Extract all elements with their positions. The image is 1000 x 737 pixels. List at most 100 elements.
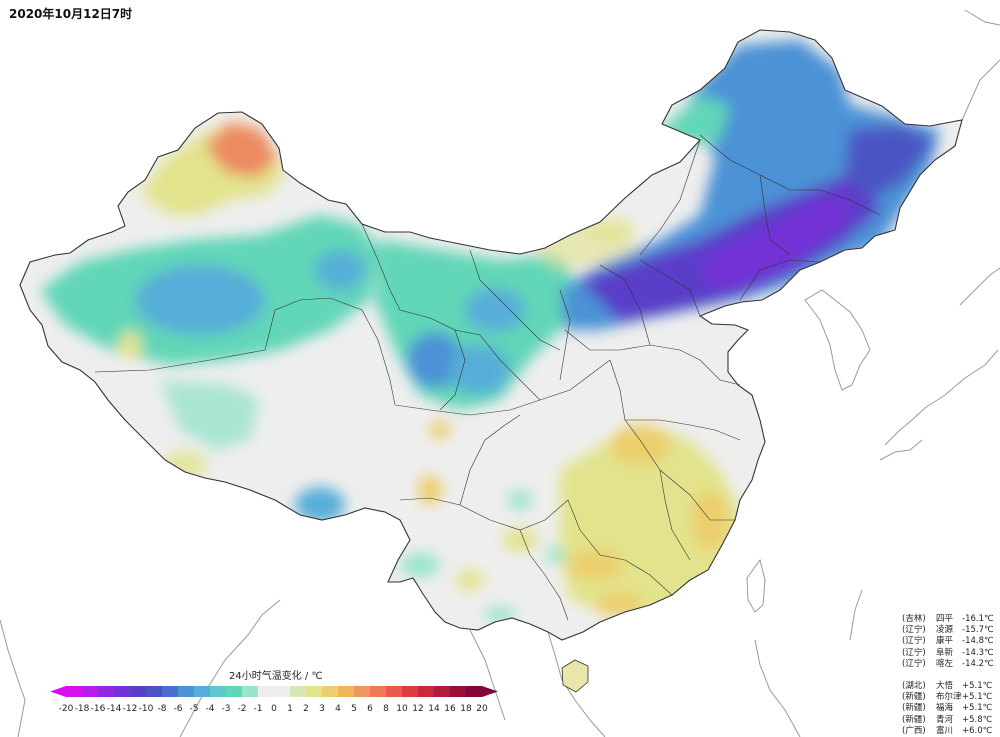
legend-tick-label: -20 [59, 704, 74, 714]
heilongjiang-south [699, 134, 881, 216]
station-name: 喀左 [936, 658, 954, 669]
island-chain [849, 589, 863, 641]
station-value: -14.8℃ [962, 636, 994, 647]
legend-swatch [418, 686, 435, 697]
legend-swatch [354, 686, 371, 697]
legend-tick-label: 1 [287, 704, 293, 714]
station-value: +5.1℃ [962, 681, 993, 692]
station-name: 凌源 [936, 625, 954, 636]
legend-tick-label: -14 [107, 704, 122, 714]
station-province: (吉林) [902, 614, 926, 624]
legend-tick-label: 12 [412, 704, 423, 714]
japan-coast [884, 349, 999, 446]
taiwan-outline [746, 558, 766, 613]
legend-swatch [194, 686, 211, 697]
legend-swatch [466, 686, 483, 697]
inner-mongolia-east [639, 139, 701, 256]
philippines-line [754, 639, 801, 737]
station-province: (辽宁) [902, 647, 926, 658]
legend-swatch [98, 686, 115, 697]
station-name: 四平 [936, 614, 954, 624]
station-province: (湖北) [902, 681, 926, 692]
russia-coast [961, 59, 1000, 121]
vietnam-coast [547, 631, 606, 737]
jilin-west [759, 174, 791, 256]
legend-swatch [162, 686, 179, 697]
legend-tick-label: -3 [222, 704, 231, 714]
legend-swatch [290, 686, 307, 697]
legend-arrow-low [50, 686, 66, 697]
station-value: +5.1℃ [962, 692, 993, 703]
legend-swatch [434, 686, 451, 697]
xinjiang-border [94, 297, 396, 406]
legend-swatch [146, 686, 163, 697]
japan-north [959, 267, 1000, 306]
shanxi-border [599, 264, 651, 346]
station-drop-row: (辽宁) 喀左 -14.2℃ [902, 659, 994, 670]
legend-tick-labels: -20 -18 -16 -14 -12 -10 -8 -6 -5 -4 -3 -2 -1 0 1 2 3 4 5 6 8… [59, 704, 488, 714]
legend-tick-label: 14 [428, 704, 440, 714]
sichuan-north [394, 359, 611, 416]
gansu-south [454, 329, 541, 401]
station-value: -16.1℃ [962, 614, 994, 624]
ningxia-border [469, 249, 561, 351]
station-province: (新疆) [902, 703, 926, 714]
neighbor-boundaries [0, 9, 1000, 737]
legend-tick-label: 6 [367, 704, 373, 714]
indian-border [179, 599, 281, 737]
central-east [609, 359, 735, 521]
legend-swatch [370, 686, 387, 697]
station-province: (辽宁) [902, 658, 926, 669]
sichuan-east [459, 414, 521, 506]
station-rise-row: (新疆) 青河 +5.8℃ [902, 715, 994, 726]
legend-tick-label: -16 [91, 704, 106, 714]
legend-swatch [306, 686, 323, 697]
legend-tick-label: 4 [335, 704, 341, 714]
station-drop-row: (辽宁) 康平 -14.8℃ [902, 636, 994, 647]
legend-tick-label: 8 [383, 704, 389, 714]
legend-tick-label: 16 [444, 704, 456, 714]
station-name: 大悟 [936, 681, 954, 692]
sakhalin-coast [964, 9, 1000, 26]
legend-tick-label: -10 [139, 704, 154, 714]
station-province: (新疆) [902, 714, 926, 725]
hubei-anhui [625, 419, 741, 441]
legend-tick-label: -5 [190, 704, 199, 714]
yunnan-north [399, 497, 569, 531]
legend-swatch [386, 686, 403, 697]
legend-swatch [258, 686, 275, 697]
jiangxi-west [659, 469, 691, 561]
station-name: 福海 [936, 703, 954, 714]
province-boundaries [94, 134, 881, 621]
station-rise-row: (湖北) 大悟 +5.1℃ [902, 681, 994, 692]
korea-outline [804, 289, 871, 391]
legend-tick-label: -2 [238, 704, 247, 714]
station-value: -14.2℃ [962, 658, 994, 669]
station-rise-row: (广西) 富川 +6.0℃ [902, 726, 994, 737]
qinghai-gansu-border [361, 223, 466, 411]
legend-colorbar [50, 686, 498, 697]
station-drop-row: (辽宁) 凌源 -15.7℃ [902, 625, 994, 636]
station-name: 康平 [936, 636, 954, 647]
station-value: -15.7℃ [962, 625, 994, 636]
legend-swatch [178, 686, 195, 697]
legend-swatch [274, 686, 291, 697]
station-province: (广西) [902, 725, 926, 736]
station-drop-row: (吉林) 四平 -16.1℃ [902, 614, 994, 625]
hebei-border [639, 259, 701, 317]
legend-tick-label: -4 [206, 704, 215, 714]
legend-tick-label: -6 [174, 704, 183, 714]
station-province: (辽宁) [902, 636, 926, 647]
legend-tick-label: -1 [254, 704, 263, 714]
legend-tick-label: -12 [123, 704, 138, 714]
hainan-outline [561, 659, 589, 693]
station-province: (新疆) [902, 692, 926, 703]
station-province: (辽宁) [902, 625, 926, 636]
indian-coast [0, 619, 26, 737]
legend-swatch [402, 686, 419, 697]
station-list: (吉林) 四平 -16.1℃ (辽宁) 凌源 -15.7℃ (辽宁) 康平 -14.8℃ (… [902, 614, 994, 737]
legend-tick-label: 5 [351, 704, 357, 714]
legend-swatch [322, 686, 339, 697]
station-name: 富川 [936, 725, 954, 736]
